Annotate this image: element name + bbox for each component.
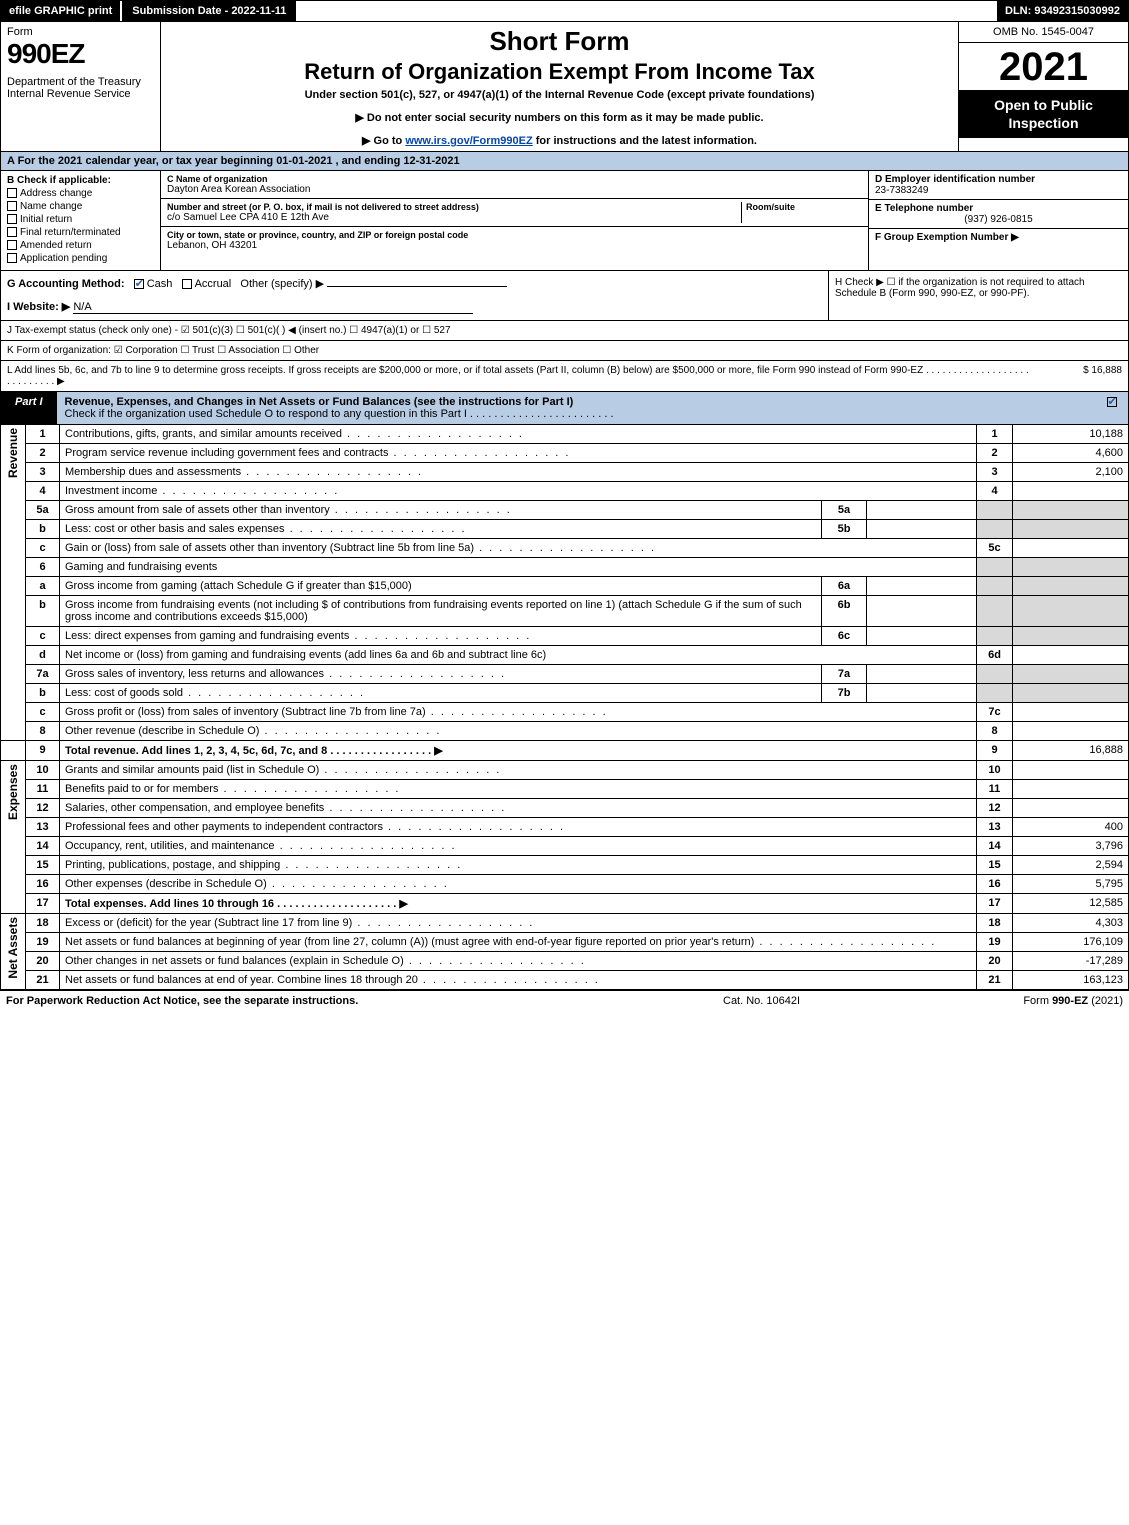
part1-tab: Part I xyxy=(1,392,57,424)
tax-year: 2021 xyxy=(959,43,1128,90)
department-label: Department of the Treasury Internal Reve… xyxy=(7,76,154,100)
expenses-side-label: Expenses xyxy=(1,761,26,914)
catalog-number: Cat. No. 10642I xyxy=(723,995,923,1007)
irs-link[interactable]: www.irs.gov/Form990EZ xyxy=(405,135,532,147)
under-section: Under section 501(c), 527, or 4947(a)(1)… xyxy=(171,89,948,101)
check-address-change[interactable]: Address change xyxy=(7,188,154,199)
city-value: Lebanon, OH 43201 xyxy=(167,240,862,251)
form-year-block: OMB No. 1545-0047 2021 Open to Public In… xyxy=(958,22,1128,151)
check-accrual[interactable] xyxy=(182,279,192,289)
check-application-pending[interactable]: Application pending xyxy=(7,253,154,264)
org-name-label: C Name of organization xyxy=(167,174,862,184)
form-header: Form 990EZ Department of the Treasury In… xyxy=(0,22,1129,152)
omb-number: OMB No. 1545-0047 xyxy=(959,22,1128,43)
form-id-block: Form 990EZ Department of the Treasury In… xyxy=(1,22,161,151)
street-cell: Number and street (or P. O. box, if mail… xyxy=(161,199,868,227)
gross-receipts-value: $ 16,888 xyxy=(1032,365,1122,387)
part1-header: Part I Revenue, Expenses, and Changes in… xyxy=(0,392,1129,425)
ein-cell: D Employer identification number 23-7383… xyxy=(869,171,1128,200)
submission-date: Submission Date - 2022-11-11 xyxy=(120,1,296,21)
accounting-method-label: G Accounting Method: xyxy=(7,278,125,290)
part1-table: Revenue 1Contributions, gifts, grants, a… xyxy=(0,425,1129,990)
section-b-label: B Check if applicable: xyxy=(7,175,154,186)
form-footer-id: Form 990-EZ (2021) xyxy=(923,995,1123,1007)
netassets-side-label: Net Assets xyxy=(1,914,26,990)
line-1-desc: Contributions, gifts, grants, and simila… xyxy=(60,425,977,444)
part1-title: Revenue, Expenses, and Changes in Net As… xyxy=(57,392,1098,424)
page-footer: For Paperwork Reduction Act Notice, see … xyxy=(0,990,1129,1011)
paperwork-notice: For Paperwork Reduction Act Notice, see … xyxy=(6,995,723,1007)
check-name-change[interactable]: Name change xyxy=(7,201,154,212)
ein-label: D Employer identification number xyxy=(875,174,1122,185)
check-amended-return[interactable]: Amended return xyxy=(7,240,154,251)
tel-label: E Telephone number xyxy=(875,203,1122,214)
revenue-side-label: Revenue xyxy=(1,425,26,741)
line-1-box: 1 xyxy=(977,425,1013,444)
group-exemption-label: F Group Exemption Number ▶ xyxy=(875,232,1019,243)
section-c: C Name of organization Dayton Area Korea… xyxy=(161,171,868,270)
ssn-note: ▶ Do not enter social security numbers o… xyxy=(171,111,948,124)
top-bar: efile GRAPHIC print Submission Date - 20… xyxy=(0,0,1129,22)
section-j: J Tax-exempt status (check only one) - ☑… xyxy=(0,321,1129,341)
org-name: Dayton Area Korean Association xyxy=(167,184,862,195)
dln-label: DLN: 93492315030992 xyxy=(997,1,1128,21)
section-k: K Form of organization: ☑ Corporation ☐ … xyxy=(0,341,1129,361)
part1-schedule-o-check[interactable] xyxy=(1098,392,1128,424)
efile-print-button[interactable]: efile GRAPHIC print xyxy=(1,1,120,21)
line-1-num: 1 xyxy=(26,425,60,444)
return-title: Return of Organization Exempt From Incom… xyxy=(171,59,948,85)
org-name-cell: C Name of organization Dayton Area Korea… xyxy=(161,171,868,199)
form-title-block: Short Form Return of Organization Exempt… xyxy=(161,22,958,151)
short-form-title: Short Form xyxy=(171,26,948,57)
section-h: H Check ▶ ☐ if the organization is not r… xyxy=(828,271,1128,320)
suite-label: Room/suite xyxy=(746,202,862,212)
section-l-text: L Add lines 5b, 6c, and 7b to line 9 to … xyxy=(7,365,1032,387)
check-cash[interactable] xyxy=(134,279,144,289)
city-cell: City or town, state or province, country… xyxy=(161,227,868,254)
ein-value: 23-7383249 xyxy=(875,185,1122,196)
section-b-to-f: B Check if applicable: Address change Na… xyxy=(0,171,1129,271)
check-initial-return[interactable]: Initial return xyxy=(7,214,154,225)
other-method-input[interactable] xyxy=(327,286,507,287)
website-label: I Website: ▶ xyxy=(7,301,70,313)
open-to-public: Open to Public Inspection xyxy=(959,90,1128,138)
section-b: B Check if applicable: Address change Na… xyxy=(1,171,161,270)
topbar-spacer xyxy=(296,1,997,21)
group-exemption-cell: F Group Exemption Number ▶ xyxy=(869,229,1128,270)
city-label: City or town, state or province, country… xyxy=(167,230,862,240)
form-word: Form xyxy=(7,26,154,38)
section-g-h: G Accounting Method: Cash Accrual Other … xyxy=(0,271,1129,321)
form-number: 990EZ xyxy=(7,38,154,70)
tel-cell: E Telephone number (937) 926-0815 xyxy=(869,200,1128,229)
irs-link-note: ▶ Go to www.irs.gov/Form990EZ for instru… xyxy=(171,134,948,147)
section-g: G Accounting Method: Cash Accrual Other … xyxy=(1,271,828,320)
section-d-e-f: D Employer identification number 23-7383… xyxy=(868,171,1128,270)
tel-value: (937) 926-0815 xyxy=(875,214,1122,225)
line-1-amt: 10,188 xyxy=(1013,425,1129,444)
section-l: L Add lines 5b, 6c, and 7b to line 9 to … xyxy=(0,361,1129,392)
website-value: N/A xyxy=(73,301,473,314)
street-value: c/o Samuel Lee CPA 410 E 12th Ave xyxy=(167,212,737,223)
section-a-taxyear: A For the 2021 calendar year, or tax yea… xyxy=(0,152,1129,171)
street-label: Number and street (or P. O. box, if mail… xyxy=(167,202,737,212)
check-final-return[interactable]: Final return/terminated xyxy=(7,227,154,238)
